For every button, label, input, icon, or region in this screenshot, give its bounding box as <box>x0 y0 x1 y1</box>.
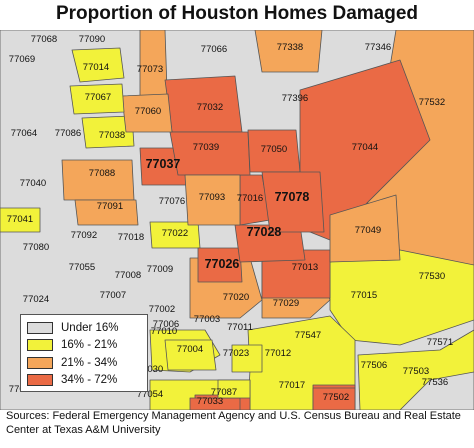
zip-label-77502: 77502 <box>323 392 349 403</box>
zip-region-77004 <box>164 339 217 371</box>
zip-label-77050: 77050 <box>261 144 287 155</box>
zip-label-77030: 77030 <box>137 364 163 375</box>
zip-label-77088: 77088 <box>89 168 115 179</box>
zip-label-77346: 77346 <box>365 42 391 53</box>
zip-label-77080: 77080 <box>23 242 49 253</box>
zip-region-77502 <box>312 387 356 410</box>
sources-note: Sources: Federal Emergency Management Ag… <box>6 410 461 436</box>
legend-label: Under 16% <box>61 321 119 334</box>
zip-label-77068: 77068 <box>31 34 57 45</box>
legend-item: 34% - 72% <box>27 372 141 390</box>
zip-region-77026 <box>197 247 243 283</box>
zip-label-77024: 77024 <box>23 294 49 305</box>
legend-swatch <box>27 321 53 334</box>
zip-region-77067 <box>69 83 125 115</box>
legend-swatch <box>27 339 53 352</box>
map-zone <box>329 249 474 346</box>
zip-label-77506: 77506 <box>361 360 387 371</box>
zip-label-77026: 77026 <box>205 257 240 271</box>
zip-label-77076: 77076 <box>159 196 185 207</box>
zip-label-77571: 77571 <box>427 337 453 348</box>
zip-label-77023: 77023 <box>223 348 249 359</box>
legend-item: Under 16% <box>27 319 141 337</box>
zip-label-77093: 77093 <box>199 192 225 203</box>
zip-region-77091 <box>74 199 139 226</box>
zip-label-77038: 77038 <box>99 130 125 141</box>
map-zone <box>254 30 323 73</box>
zip-label-77011: 77011 <box>227 322 253 333</box>
zip-label-77002: 77002 <box>149 304 175 315</box>
zip-label-77028: 77028 <box>247 225 282 239</box>
zip-label-77041: 77041 <box>7 214 33 225</box>
zip-region-77060 <box>121 93 173 133</box>
zip-label-77006: 77006 <box>153 319 179 330</box>
zip-label-77536: 77536 <box>422 377 448 388</box>
zip-label-77016: 77016 <box>237 193 263 204</box>
legend-swatch <box>27 374 53 387</box>
zip-label-77014: 77014 <box>83 62 109 73</box>
zip-label-77032: 77032 <box>197 102 223 113</box>
zip-label-77004: 77004 <box>177 344 203 355</box>
zip-region-77014 <box>71 47 125 83</box>
zip-label-77009: 77009 <box>147 264 173 275</box>
zip-label-77396: 77396 <box>282 93 308 104</box>
zip-label-77013: 77013 <box>292 262 318 273</box>
zip-label-77086: 77086 <box>55 128 81 139</box>
zip-label-77022: 77022 <box>162 228 188 239</box>
map-zone <box>231 344 263 373</box>
zip-label-77060: 77060 <box>135 106 161 117</box>
legend-swatch <box>27 356 53 369</box>
zip-label-77338: 77338 <box>277 42 303 53</box>
zip-region-77039 <box>169 131 251 176</box>
zip-label-77530: 77530 <box>419 271 445 282</box>
zip-label-77029: 77029 <box>273 298 299 309</box>
zip-label-77503: 77503 <box>403 366 429 377</box>
zip-label-77049: 77049 <box>355 225 381 236</box>
zip-region-77088 <box>61 159 135 201</box>
zip-label-77078: 77078 <box>275 190 310 204</box>
zip-label-77008: 77008 <box>115 270 141 281</box>
zip-label-77066: 77066 <box>201 44 227 55</box>
map-legend: Under 16% 16% - 21% 21% - 34% 34% - 72% <box>20 314 148 392</box>
zip-label-77087: 77087 <box>211 387 237 398</box>
zip-region-77078 <box>261 171 325 233</box>
zip-label-77039: 77039 <box>193 142 219 153</box>
map-title: Proportion of Houston Homes Damaged <box>55 3 419 24</box>
zip-label-77069: 77069 <box>9 54 35 65</box>
zip-label-77033: 77033 <box>197 396 223 407</box>
zip-label-77091: 77091 <box>97 201 123 212</box>
zip-label-77044: 77044 <box>352 142 378 153</box>
legend-item: 21% - 34% <box>27 354 141 372</box>
zip-region-77093 <box>184 174 241 226</box>
zip-label-77010: 77010 <box>151 326 177 337</box>
zip-label-77092: 77092 <box>71 230 97 241</box>
legend-label: 21% - 34% <box>61 356 118 369</box>
zip-label-77018: 77018 <box>118 232 144 243</box>
legend-label: 34% - 72% <box>61 374 118 387</box>
zip-label-77007: 77007 <box>100 290 126 301</box>
zip-label-77003: 77003 <box>194 314 220 325</box>
zip-region-77013 <box>261 249 331 299</box>
zip-label-77073: 77073 <box>137 64 163 75</box>
zip-label-77037: 77037 <box>146 157 181 171</box>
legend-item: 16% - 21% <box>27 337 141 355</box>
zip-label-77015: 77015 <box>351 290 377 301</box>
zip-region-77038 <box>81 115 135 149</box>
zip-label-77020: 77020 <box>223 292 249 303</box>
zip-label-77012: 77012 <box>265 348 291 359</box>
zip-label-77054: 77054 <box>137 389 163 400</box>
zip-region-77049 <box>329 194 401 263</box>
zip-label-77090: 77090 <box>79 34 105 45</box>
zip-region-77087 <box>217 379 251 399</box>
legend-label: 16% - 21% <box>61 339 118 352</box>
zip-label-77532: 77532 <box>419 97 445 108</box>
zip-label-77067: 77067 <box>85 92 111 103</box>
zip-label-77547: 77547 <box>295 330 321 341</box>
zip-label-77055: 77055 <box>69 262 95 273</box>
zip-label-77017: 77017 <box>279 380 305 391</box>
zip-label-77040: 77040 <box>20 178 46 189</box>
zip-region-77041 <box>0 207 41 233</box>
zip-label-77064: 77064 <box>11 128 37 139</box>
map-zone <box>357 329 474 410</box>
